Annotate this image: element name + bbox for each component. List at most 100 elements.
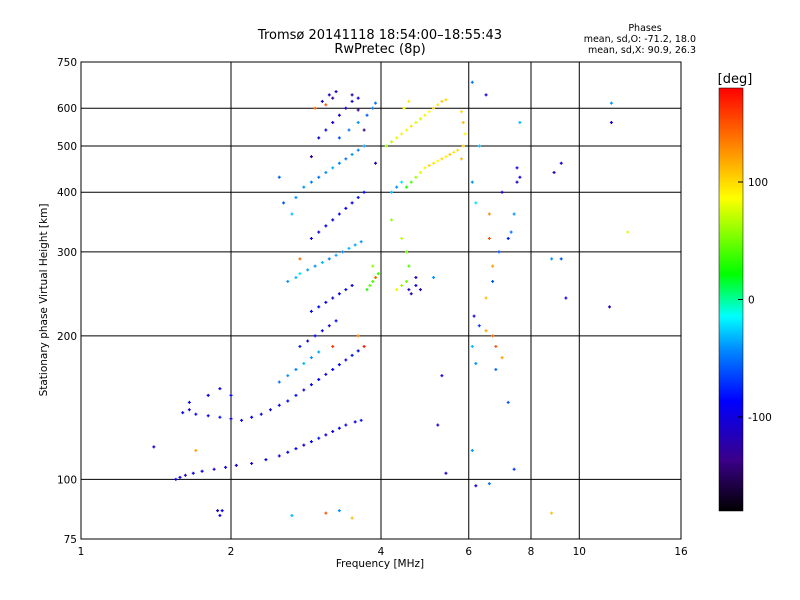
data-point: [317, 436, 321, 440]
data-point: [187, 408, 191, 412]
data-point: [350, 201, 354, 205]
data-point: [331, 218, 335, 222]
grid-lines: [81, 62, 681, 539]
x-tick-label: 6: [465, 546, 472, 558]
data-point: [302, 361, 306, 365]
data-point: [302, 388, 306, 392]
data-point: [317, 350, 321, 354]
data-point: [374, 101, 378, 105]
data-point: [294, 195, 298, 199]
data-point: [515, 180, 519, 184]
data-point: [423, 166, 427, 170]
data-point: [436, 423, 440, 427]
data-point: [234, 463, 238, 467]
y-tick-label: 750: [57, 57, 77, 69]
data-point: [512, 467, 516, 471]
data-point: [494, 367, 498, 371]
data-point: [306, 268, 310, 272]
data-point: [414, 175, 418, 179]
data-point: [313, 106, 317, 110]
data-point: [487, 482, 491, 486]
data-point: [365, 288, 369, 292]
data-point: [494, 344, 498, 348]
data-point: [518, 175, 522, 179]
colorbar-ticks: 100 0 -100: [738, 177, 772, 424]
colorbar-tick-label: -100: [748, 412, 772, 424]
data-point: [484, 329, 488, 333]
data-point: [194, 448, 198, 452]
data-point: [461, 144, 465, 148]
data-point: [294, 447, 298, 451]
data-point: [334, 253, 338, 257]
data-point: [218, 415, 222, 419]
data-point: [344, 206, 348, 210]
data-point: [353, 243, 357, 247]
data-point: [350, 283, 354, 287]
data-point: [229, 417, 233, 421]
data-point: [404, 185, 408, 189]
data-point: [436, 103, 440, 107]
data-point: [331, 367, 335, 371]
data-point: [427, 164, 431, 168]
data-point: [491, 279, 495, 283]
data-point: [294, 393, 298, 397]
data-point: [268, 408, 272, 412]
data-point: [334, 319, 338, 323]
data-point: [344, 423, 348, 427]
data-point: [409, 292, 413, 296]
data-point: [331, 296, 335, 300]
data-point: [187, 400, 191, 404]
data-point: [491, 334, 495, 338]
data-point: [324, 224, 328, 228]
data-point: [313, 334, 317, 338]
data-point: [350, 99, 354, 103]
y-tick-label: 300: [57, 247, 77, 259]
data-point: [347, 128, 351, 132]
x-tick-label: 1: [78, 546, 85, 558]
data-point: [418, 117, 422, 121]
data-point: [306, 339, 310, 343]
data-point: [491, 264, 495, 268]
data-point: [324, 433, 328, 437]
y-tick-label: 100: [57, 474, 77, 486]
x-axis-ticks: 1 2 4 6 8 10 16: [78, 546, 688, 558]
data-point: [384, 144, 388, 148]
data-point: [395, 136, 399, 140]
data-point: [487, 212, 491, 216]
data-point: [298, 272, 302, 276]
data-point: [559, 161, 563, 165]
data-point: [500, 356, 504, 360]
data-point: [331, 121, 335, 125]
data-point: [564, 296, 568, 300]
data-point: [309, 155, 313, 159]
x-tick-label: 16: [674, 546, 688, 558]
scatter-points: [152, 80, 630, 520]
data-point: [407, 288, 411, 292]
data-point: [286, 399, 290, 403]
data-point: [395, 288, 399, 292]
data-point: [356, 96, 360, 100]
data-point: [362, 190, 366, 194]
data-point: [487, 236, 491, 240]
data-point: [331, 430, 335, 434]
data-point: [317, 230, 321, 234]
data-point: [216, 509, 220, 513]
chart-subtitle: RwPretec (8p): [334, 42, 425, 57]
data-point: [294, 276, 298, 280]
data-point: [353, 420, 357, 424]
data-point: [374, 276, 378, 280]
data-point: [444, 155, 448, 159]
data-point: [317, 175, 321, 179]
data-point: [350, 93, 354, 97]
data-point: [331, 166, 335, 170]
data-point: [470, 448, 474, 452]
data-point: [206, 414, 210, 418]
data-point: [309, 356, 313, 360]
data-point: [183, 473, 187, 477]
stats-line-o: mean, sd,O: -71.2, 18.0: [584, 34, 696, 45]
data-point: [324, 300, 328, 304]
data-point: [337, 136, 341, 140]
data-point: [368, 283, 372, 287]
data-point: [452, 150, 456, 154]
